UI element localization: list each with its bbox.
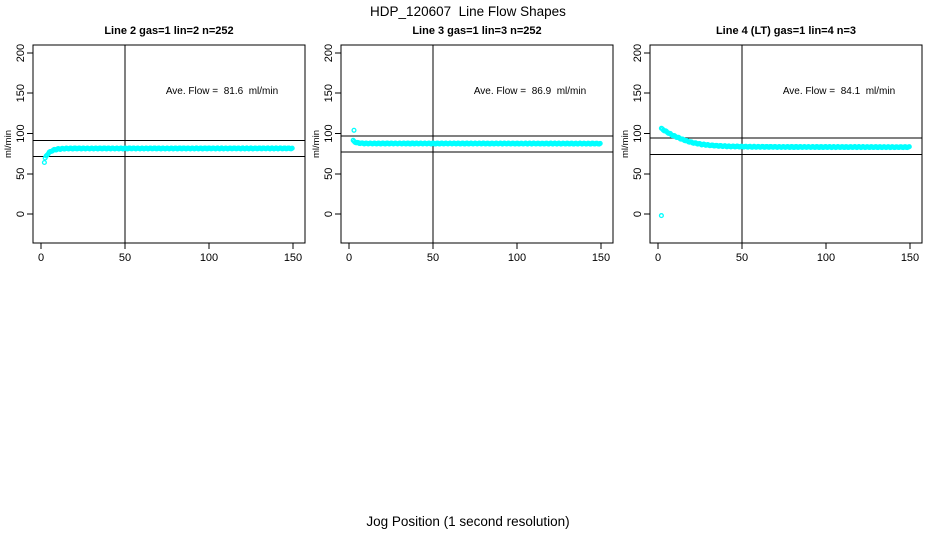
svg-text:50: 50: [119, 252, 131, 264]
svg-text:0: 0: [38, 252, 44, 264]
svg-text:200: 200: [632, 44, 644, 62]
panel-title-line-3: Line 3 gas=1 lin=3 n=252: [412, 25, 542, 37]
panel-title-line-2: Line 2 gas=1 lin=2 n=252: [104, 25, 234, 37]
svg-text:0: 0: [15, 211, 27, 217]
svg-text:150: 150: [15, 84, 27, 102]
main-title: HDP_120607 Line Flow Shapes: [370, 4, 566, 19]
svg-text:100: 100: [15, 124, 27, 142]
ave-flow-annotation-line-3: Ave. Flow = 86.9 ml/min: [473, 86, 587, 97]
svg-text:ml/min: ml/min: [3, 130, 14, 158]
svg-text:150: 150: [592, 252, 610, 264]
svg-text:150: 150: [901, 252, 919, 264]
svg-text:100: 100: [632, 124, 644, 142]
panel-title-line-4: Line 4 (LT) gas=1 lin=4 n=3: [715, 25, 857, 37]
svg-text:50: 50: [736, 252, 748, 264]
svg-text:100: 100: [817, 252, 835, 264]
svg-text:50: 50: [323, 168, 335, 180]
panel-line-4: Line 4 (LT) gas=1 lin=4 n=3 Ave. Flow = …: [617, 25, 929, 275]
svg-text:50: 50: [632, 168, 644, 180]
svg-text:50: 50: [427, 252, 439, 264]
svg-text:ml/min: ml/min: [311, 130, 322, 158]
svg-text:ml/min: ml/min: [620, 130, 631, 158]
svg-text:150: 150: [323, 84, 335, 102]
scatter-chart-line-4: 0 50 100 150 0 50 100 150 200 ml/min: [620, 44, 923, 264]
x-axis-label: Jog Position (1 second resolution): [366, 514, 570, 529]
scatter-chart-line-3: 0 50 100 150 0 50 100 150 200 ml/min: [311, 44, 614, 264]
svg-text:100: 100: [508, 252, 526, 264]
svg-text:0: 0: [346, 252, 352, 264]
svg-text:50: 50: [15, 168, 27, 180]
svg-text:200: 200: [15, 44, 27, 62]
panel-line-3: Line 3 gas=1 lin=3 n=252 Ave. Flow = 86.…: [308, 25, 620, 275]
scatter-chart-line-2: 0 50 100 150 0 50 100 150 200 ml/min: [3, 44, 306, 264]
ave-flow-annotation-line-4: Ave. Flow = 84.1 ml/min: [782, 86, 896, 97]
svg-text:150: 150: [632, 84, 644, 102]
svg-text:200: 200: [323, 44, 335, 62]
svg-text:0: 0: [655, 252, 661, 264]
svg-text:100: 100: [200, 252, 218, 264]
ave-flow-annotation-line-2: Ave. Flow = 81.6 ml/min: [165, 86, 279, 97]
svg-text:0: 0: [323, 211, 335, 217]
panel-line-2: Line 2 gas=1 lin=2 n=252 Ave. Flow = 81.…: [0, 25, 312, 275]
svg-text:100: 100: [323, 124, 335, 142]
svg-text:0: 0: [632, 211, 644, 217]
svg-text:150: 150: [284, 252, 302, 264]
